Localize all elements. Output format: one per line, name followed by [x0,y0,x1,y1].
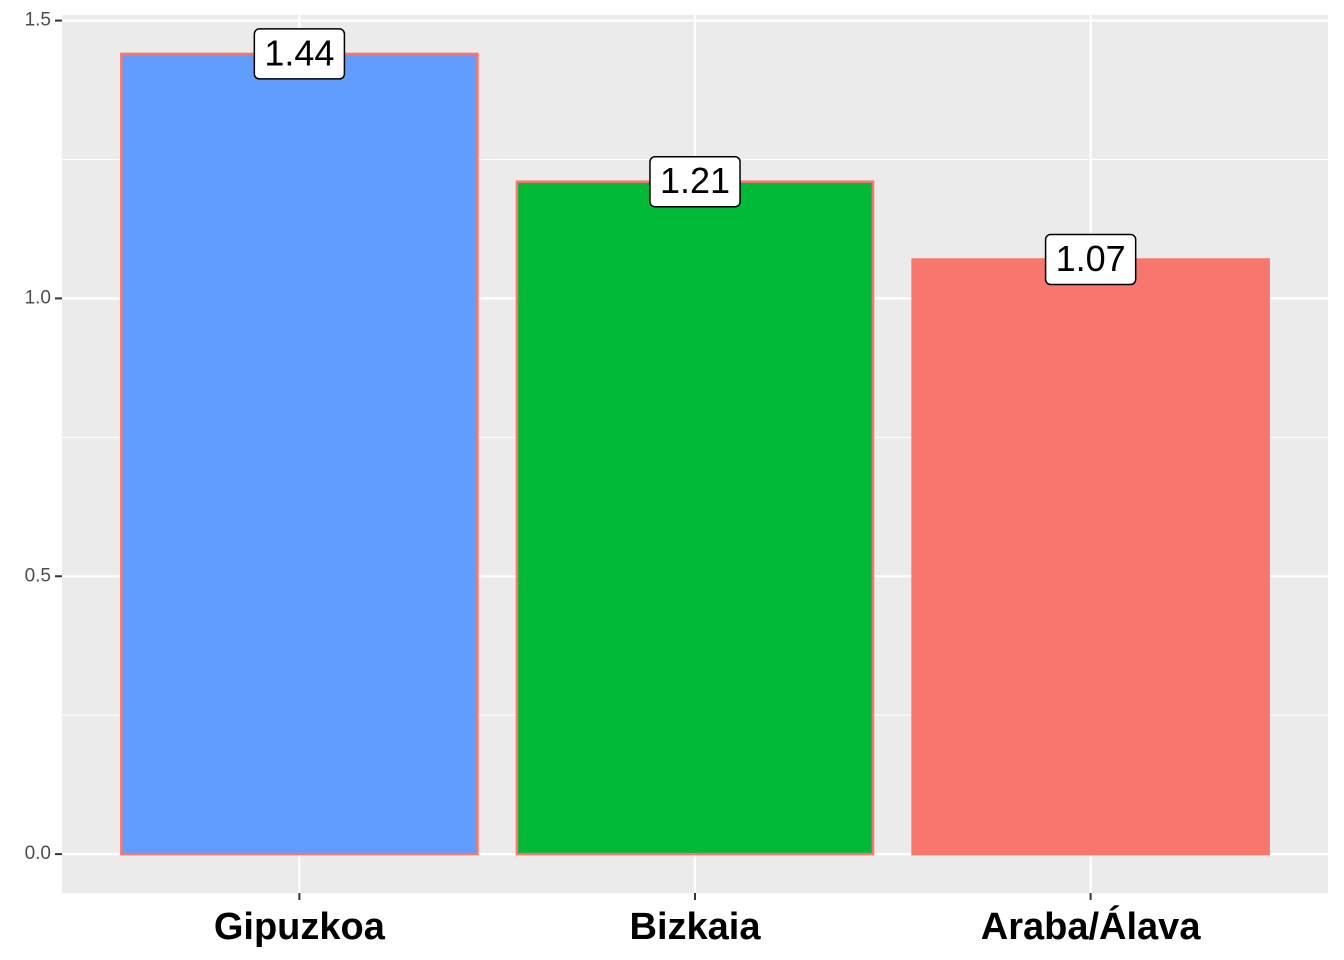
x-tick-label: Araba/Álava [981,904,1202,948]
bar [515,180,875,856]
value-label: 1.07 [1056,238,1126,279]
x-tick-label: Gipuzkoa [214,906,386,948]
value-label: 1.44 [264,32,334,73]
y-tick-label: 1.0 [25,287,51,308]
value-label-box [253,28,346,80]
value-label-box [649,155,741,208]
value-label-box [1044,233,1137,286]
x-tick-label: Bizkaia [630,906,762,948]
y-tick-label: 0.0 [25,843,51,864]
bar [120,52,479,856]
bar [911,258,1270,856]
y-tick-label: 0.5 [25,565,51,586]
value-label: 1.21 [660,160,730,201]
y-tick-label: 1.5 [25,10,51,31]
